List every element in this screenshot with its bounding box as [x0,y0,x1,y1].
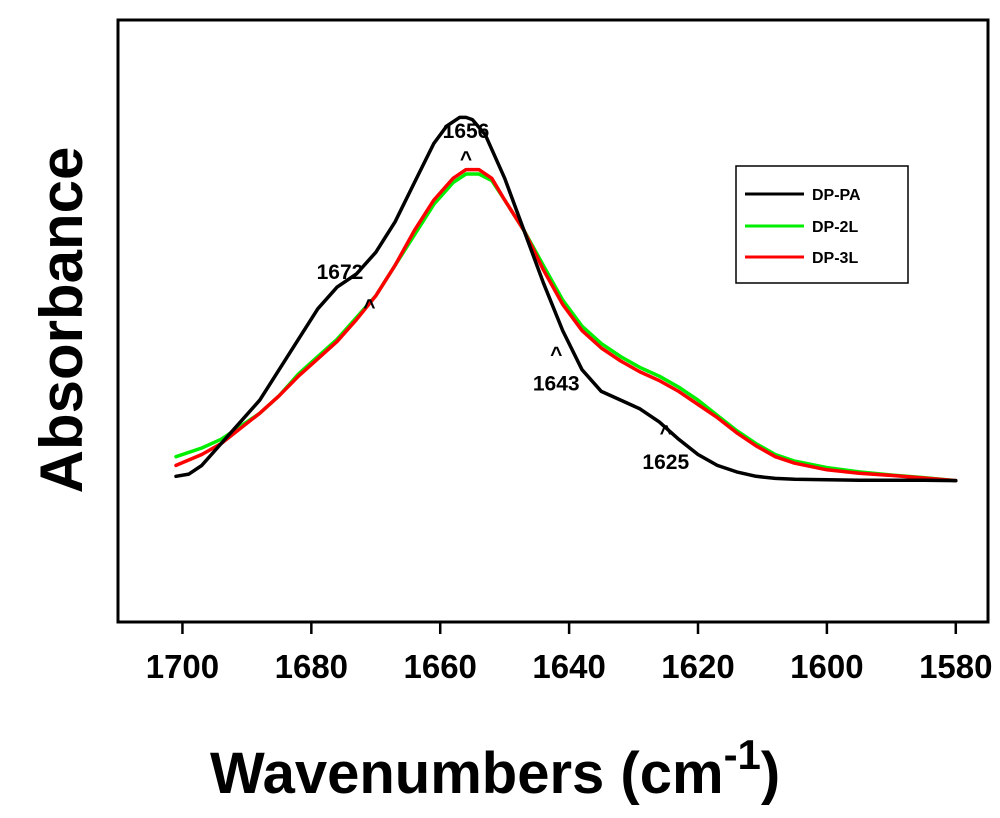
series-line-dp-pa [174,115,958,483]
x-tick-label-1680: 1680 [275,648,348,685]
x-axis-title: Wavenumbers (cm-1) [210,731,780,806]
annotation-marker-1672: ^ [363,296,375,319]
x-tick-label-1600: 1600 [790,648,863,685]
legend-label-dp-pa: DP-PA [812,187,861,204]
x-tick-label-1620: 1620 [661,648,734,685]
series-layer [174,115,958,483]
plot-frame [116,18,990,624]
x-tick-label-1580: 1580 [919,648,992,685]
x-axis-title-close: ) [761,741,780,806]
x-tick-label-1660: 1660 [404,648,477,685]
annotation-marker-1625: ^ [660,422,672,445]
legend: DP-PA DP-2L DP-3L [735,165,909,284]
legend-label-dp-3l: DP-3L [812,250,858,267]
y-axis-title: Absorbance [28,147,95,494]
annotation-marker-1656: ^ [460,148,472,171]
legend-label-dp-2l: DP-2L [812,219,858,236]
x-axis-ticks: 1700 1680 1660 1640 1620 1600 1580 [146,622,992,685]
x-axis-title-superscript: -1 [724,731,761,778]
annotation-label-1643: 1643 [533,373,580,396]
annotation-label-1656: 1656 [443,120,490,143]
x-axis-title-main: Wavenumbers (cm [210,741,724,806]
x-tick-label-1700: 1700 [146,648,219,685]
annotation-layer: ^ 1656 ^ 1672 ^ 1643 ^ 1625 [317,120,690,474]
x-tick-label-1640: 1640 [532,648,605,685]
annotation-label-1625: 1625 [642,451,689,474]
annotation-marker-1643: ^ [550,344,562,367]
annotation-label-1672: 1672 [317,261,364,284]
